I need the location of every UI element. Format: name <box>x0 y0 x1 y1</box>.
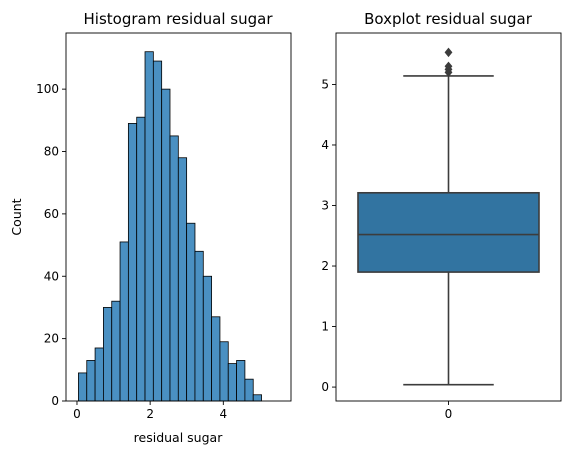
histogram-bar-11 <box>169 135 179 402</box>
boxplot-glyph <box>357 47 540 386</box>
boxplot-y-tick-label: 2 <box>321 259 329 273</box>
boxplot-title: Boxplot residual sugar <box>364 10 533 28</box>
histogram-x-tick-label: 0 <box>73 407 81 421</box>
histogram-bar-5 <box>119 241 129 402</box>
histogram-bar-15 <box>202 275 213 402</box>
histogram-bar-8 <box>144 51 154 402</box>
histogram-bar-0 <box>78 372 88 402</box>
histogram-bar-14 <box>194 250 204 402</box>
histogram-bar-19 <box>236 360 246 402</box>
histogram-panel: Histogram residual sugar 0 2 4 0 20 40 60 80 10… <box>9 10 292 445</box>
histogram-y-tick-label: 20 <box>44 332 59 346</box>
histogram-y-label: Count <box>9 198 24 235</box>
boxplot-x-ticks: 0 <box>445 401 453 421</box>
boxplot-y-tick-label: 4 <box>321 138 329 152</box>
histogram-y-tick-label: 40 <box>44 269 59 283</box>
boxplot-outlier-3 <box>444 47 453 58</box>
boxplot-y-tick-label: 3 <box>321 199 329 213</box>
histogram-y-tick-label: 100 <box>36 82 59 96</box>
histogram-bar-4 <box>111 300 121 402</box>
histogram-frame <box>65 32 292 402</box>
histogram-x-tick-label: 4 <box>219 407 227 421</box>
histogram-bar-9 <box>152 60 163 402</box>
histogram-bar-20 <box>244 378 254 402</box>
histogram-x-label: residual sugar <box>134 430 224 445</box>
histogram-x-tick-label: 2 <box>146 407 154 421</box>
histogram-bar-7 <box>136 116 146 402</box>
histogram-bar-21 <box>252 394 262 402</box>
histogram-bar-12 <box>177 157 188 402</box>
boxplot-box <box>357 191 540 273</box>
histogram-bar-6 <box>127 123 138 402</box>
boxplot-outlier-2 <box>444 61 453 71</box>
boxplot-y-tick-label: 1 <box>321 320 329 334</box>
histogram-x-ticks: 0 2 4 <box>73 401 227 421</box>
histogram-bar-18 <box>227 363 237 402</box>
boxplot-y-tick-label: 0 <box>321 380 329 394</box>
histogram-y-tick-label: 0 <box>51 394 59 408</box>
boxplot-y-tick-label: 5 <box>321 77 329 91</box>
histogram-y-tick-label: 80 <box>44 145 59 159</box>
boxplot-panel: Boxplot residual sugar 0 1 2 3 4 5 0 <box>321 10 562 421</box>
histogram-title: Histogram residual sugar <box>84 10 274 28</box>
boxplot-frame <box>335 32 562 402</box>
histogram-bar-13 <box>186 222 196 402</box>
histogram-bar-17 <box>219 341 229 402</box>
histogram-y-ticks: 0 20 40 60 80 100 <box>36 82 66 408</box>
histogram-bar-2 <box>94 347 104 402</box>
histogram-bar-10 <box>161 88 171 402</box>
histogram-bars <box>78 51 262 402</box>
histogram-bar-3 <box>103 307 113 402</box>
histogram-bar-16 <box>211 316 221 402</box>
boxplot-y-ticks: 0 1 2 3 4 5 <box>321 77 336 394</box>
boxplot-x-tick-label: 0 <box>445 407 453 421</box>
histogram-y-tick-label: 60 <box>44 207 59 221</box>
histogram-bar-1 <box>86 360 96 402</box>
